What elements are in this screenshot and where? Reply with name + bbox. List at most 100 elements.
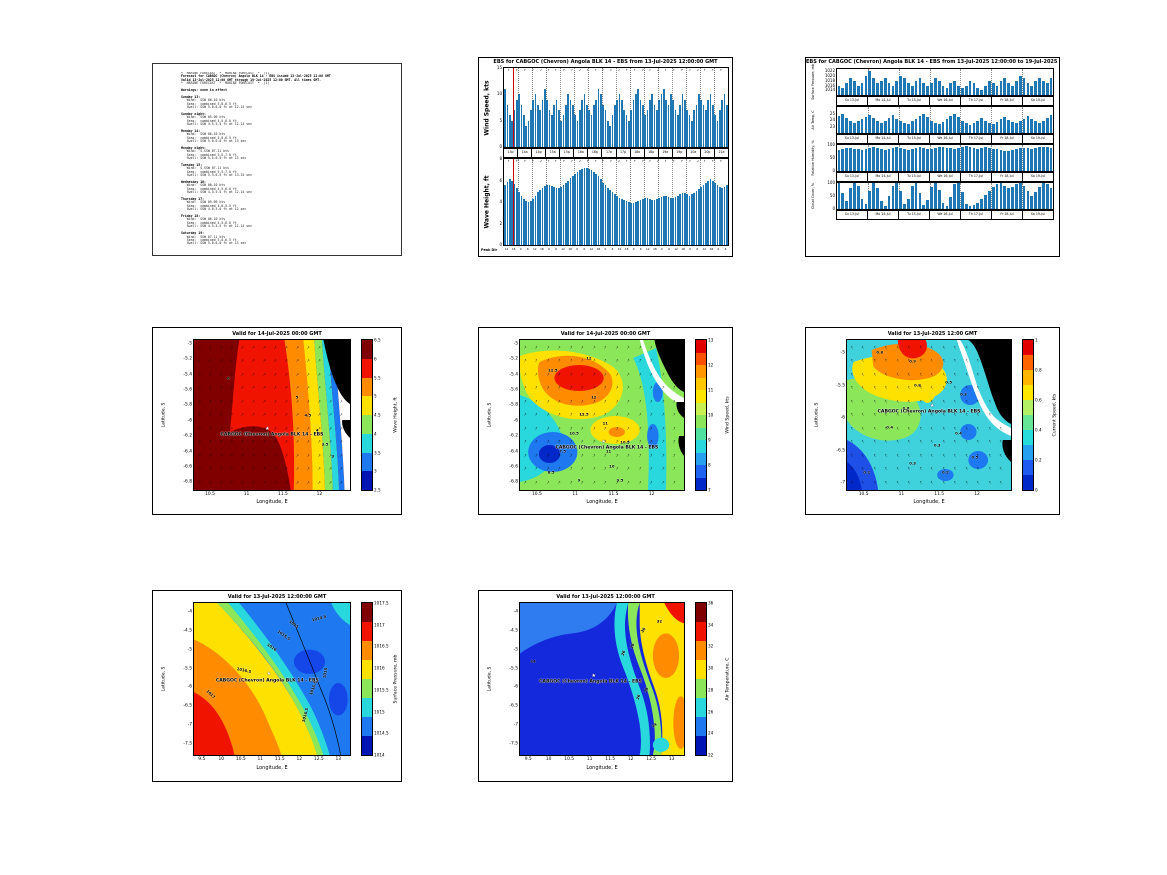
data-bar <box>518 94 520 147</box>
hour-tick-label: 0 <box>604 247 607 251</box>
data-bar <box>511 180 513 245</box>
data-bar <box>686 194 688 245</box>
hour-tick-label: 18 <box>709 247 714 251</box>
hour-tick-label: 18 <box>540 247 544 251</box>
hour-tick-label: 12 <box>646 247 650 251</box>
data-bar <box>581 168 583 245</box>
data-bar <box>949 197 953 209</box>
direction-arrow-icon: ↑ <box>849 479 854 485</box>
x-tick-label: 11.5 <box>605 757 616 762</box>
colorbar-band <box>696 452 706 465</box>
data-bar <box>588 110 590 147</box>
y-tick-label: -4.5 <box>183 628 192 634</box>
hour-tick-label: 6 <box>555 247 557 251</box>
direction-arrow-icon: ↑ <box>849 452 854 458</box>
data-bar <box>1022 185 1026 209</box>
data-bar <box>656 110 658 147</box>
data-bar <box>595 99 597 147</box>
data-bar <box>714 115 716 147</box>
data-bar <box>714 182 716 245</box>
direction-arrow-icon: ↑ <box>918 452 923 458</box>
colorbar-band <box>696 402 706 415</box>
forecast-text-line: Sunday 13: <box>181 94 201 99</box>
data-bar <box>642 104 644 147</box>
day-gridline <box>898 69 900 95</box>
forecast-text-line: Seas: combined 5.0-6.5 ft <box>181 101 237 106</box>
x-tick-label: 11 <box>257 757 264 762</box>
y-tick-label: 1022 <box>824 68 835 74</box>
data-bar <box>623 199 625 245</box>
direction-arrow-icon: ↑ <box>553 158 558 164</box>
data-bar <box>868 71 872 95</box>
direction-arrow-icon: ↑ <box>987 425 992 431</box>
forecast-text-line: Swell: SSW 5.0-6.0 ft at 13 sec <box>181 241 247 246</box>
direction-arrow-icon: ↑ <box>577 158 582 164</box>
data-bar <box>537 192 539 245</box>
data-bar <box>593 104 595 147</box>
data-bar <box>586 167 588 245</box>
day-gridline <box>588 68 589 147</box>
data-bar <box>513 110 516 147</box>
direction-arrow-icon: ↑ <box>849 425 854 431</box>
direction-arrow-icon: ↑ <box>849 371 854 377</box>
airtemp-map-field <box>520 603 684 755</box>
forecast-text-line: Swell: SSW 5.5-6.5 ft at 13-15 sec <box>181 173 253 178</box>
direction-arrow-icon: ↑ <box>608 67 614 73</box>
colorbar-band <box>696 340 706 353</box>
colorbar-tick-label: 7 <box>708 487 711 493</box>
data-bar <box>1034 192 1037 209</box>
forecast-text-line: Monday night: <box>181 145 206 150</box>
data-bar <box>976 202 980 209</box>
day-gridline <box>867 69 869 95</box>
data-bar <box>721 188 723 245</box>
data-bar <box>930 149 933 171</box>
day-cell: 21a <box>718 150 725 155</box>
day-cell: 15a <box>546 149 561 157</box>
y-tick-label: -6.4 <box>183 449 192 455</box>
data-bar <box>583 167 586 245</box>
colorbar-band <box>696 641 706 660</box>
day-gridline <box>714 68 715 147</box>
data-bar <box>860 83 864 95</box>
day-cell: Tu 15-Jul <box>899 135 930 143</box>
direction-arrow-icon: ↑ <box>941 398 946 404</box>
contour-label: 0.8 <box>914 382 921 388</box>
forecast-text-line: Friday 18: <box>181 214 201 219</box>
wave-map-field <box>194 340 350 490</box>
data-bar <box>922 147 926 171</box>
data-bar <box>922 83 926 95</box>
data-bar <box>548 184 551 245</box>
y-axis-label: Latitude, S <box>487 666 493 692</box>
colorbar-band <box>362 736 372 755</box>
data-bar <box>504 184 506 245</box>
direction-arrow-icon: ↑ <box>987 452 992 458</box>
day-gridline <box>898 107 900 133</box>
data-bar <box>845 201 848 209</box>
y-tick-label: 100 <box>827 180 835 185</box>
y-tick-label: 15 <box>496 65 502 70</box>
contour-label: 0.3 <box>909 460 916 466</box>
y-tick-label: -5.8 <box>509 402 518 408</box>
site-label: CABGOC (Chevron) Angola BLK 14 - EBS <box>539 679 642 685</box>
forecast-text-line: Wind: S-SSW 07-11 kts <box>181 149 229 154</box>
forecast-text-line: Forecast for CABGOC (Chevron) Angola BLK… <box>181 74 331 79</box>
data-bar <box>637 200 639 245</box>
data-bar <box>1038 78 1041 95</box>
y-tick-label: -5 <box>513 647 518 653</box>
data-bar <box>872 118 875 133</box>
contour-label: 32 <box>656 618 663 624</box>
data-bar <box>583 94 586 147</box>
data-bar <box>961 87 964 95</box>
direction-arrow-icon: ↑ <box>702 158 707 164</box>
data-bar <box>968 147 972 171</box>
colorbar-tick-label: 6 <box>374 356 377 362</box>
direction-arrow-icon: ↑ <box>546 158 550 164</box>
data-bar <box>1049 115 1053 133</box>
hour-tick-label: 0 <box>689 247 692 251</box>
day-axis-row: Su 13-Jul Mo 14-Jul Tu 15-Jul We 16-Jul Th 1… <box>836 134 1054 144</box>
y-tick-label: -6.2 <box>183 433 192 439</box>
data-bar <box>949 148 953 171</box>
data-bar <box>663 195 665 245</box>
data-bar <box>530 110 532 147</box>
data-bar <box>853 122 856 133</box>
